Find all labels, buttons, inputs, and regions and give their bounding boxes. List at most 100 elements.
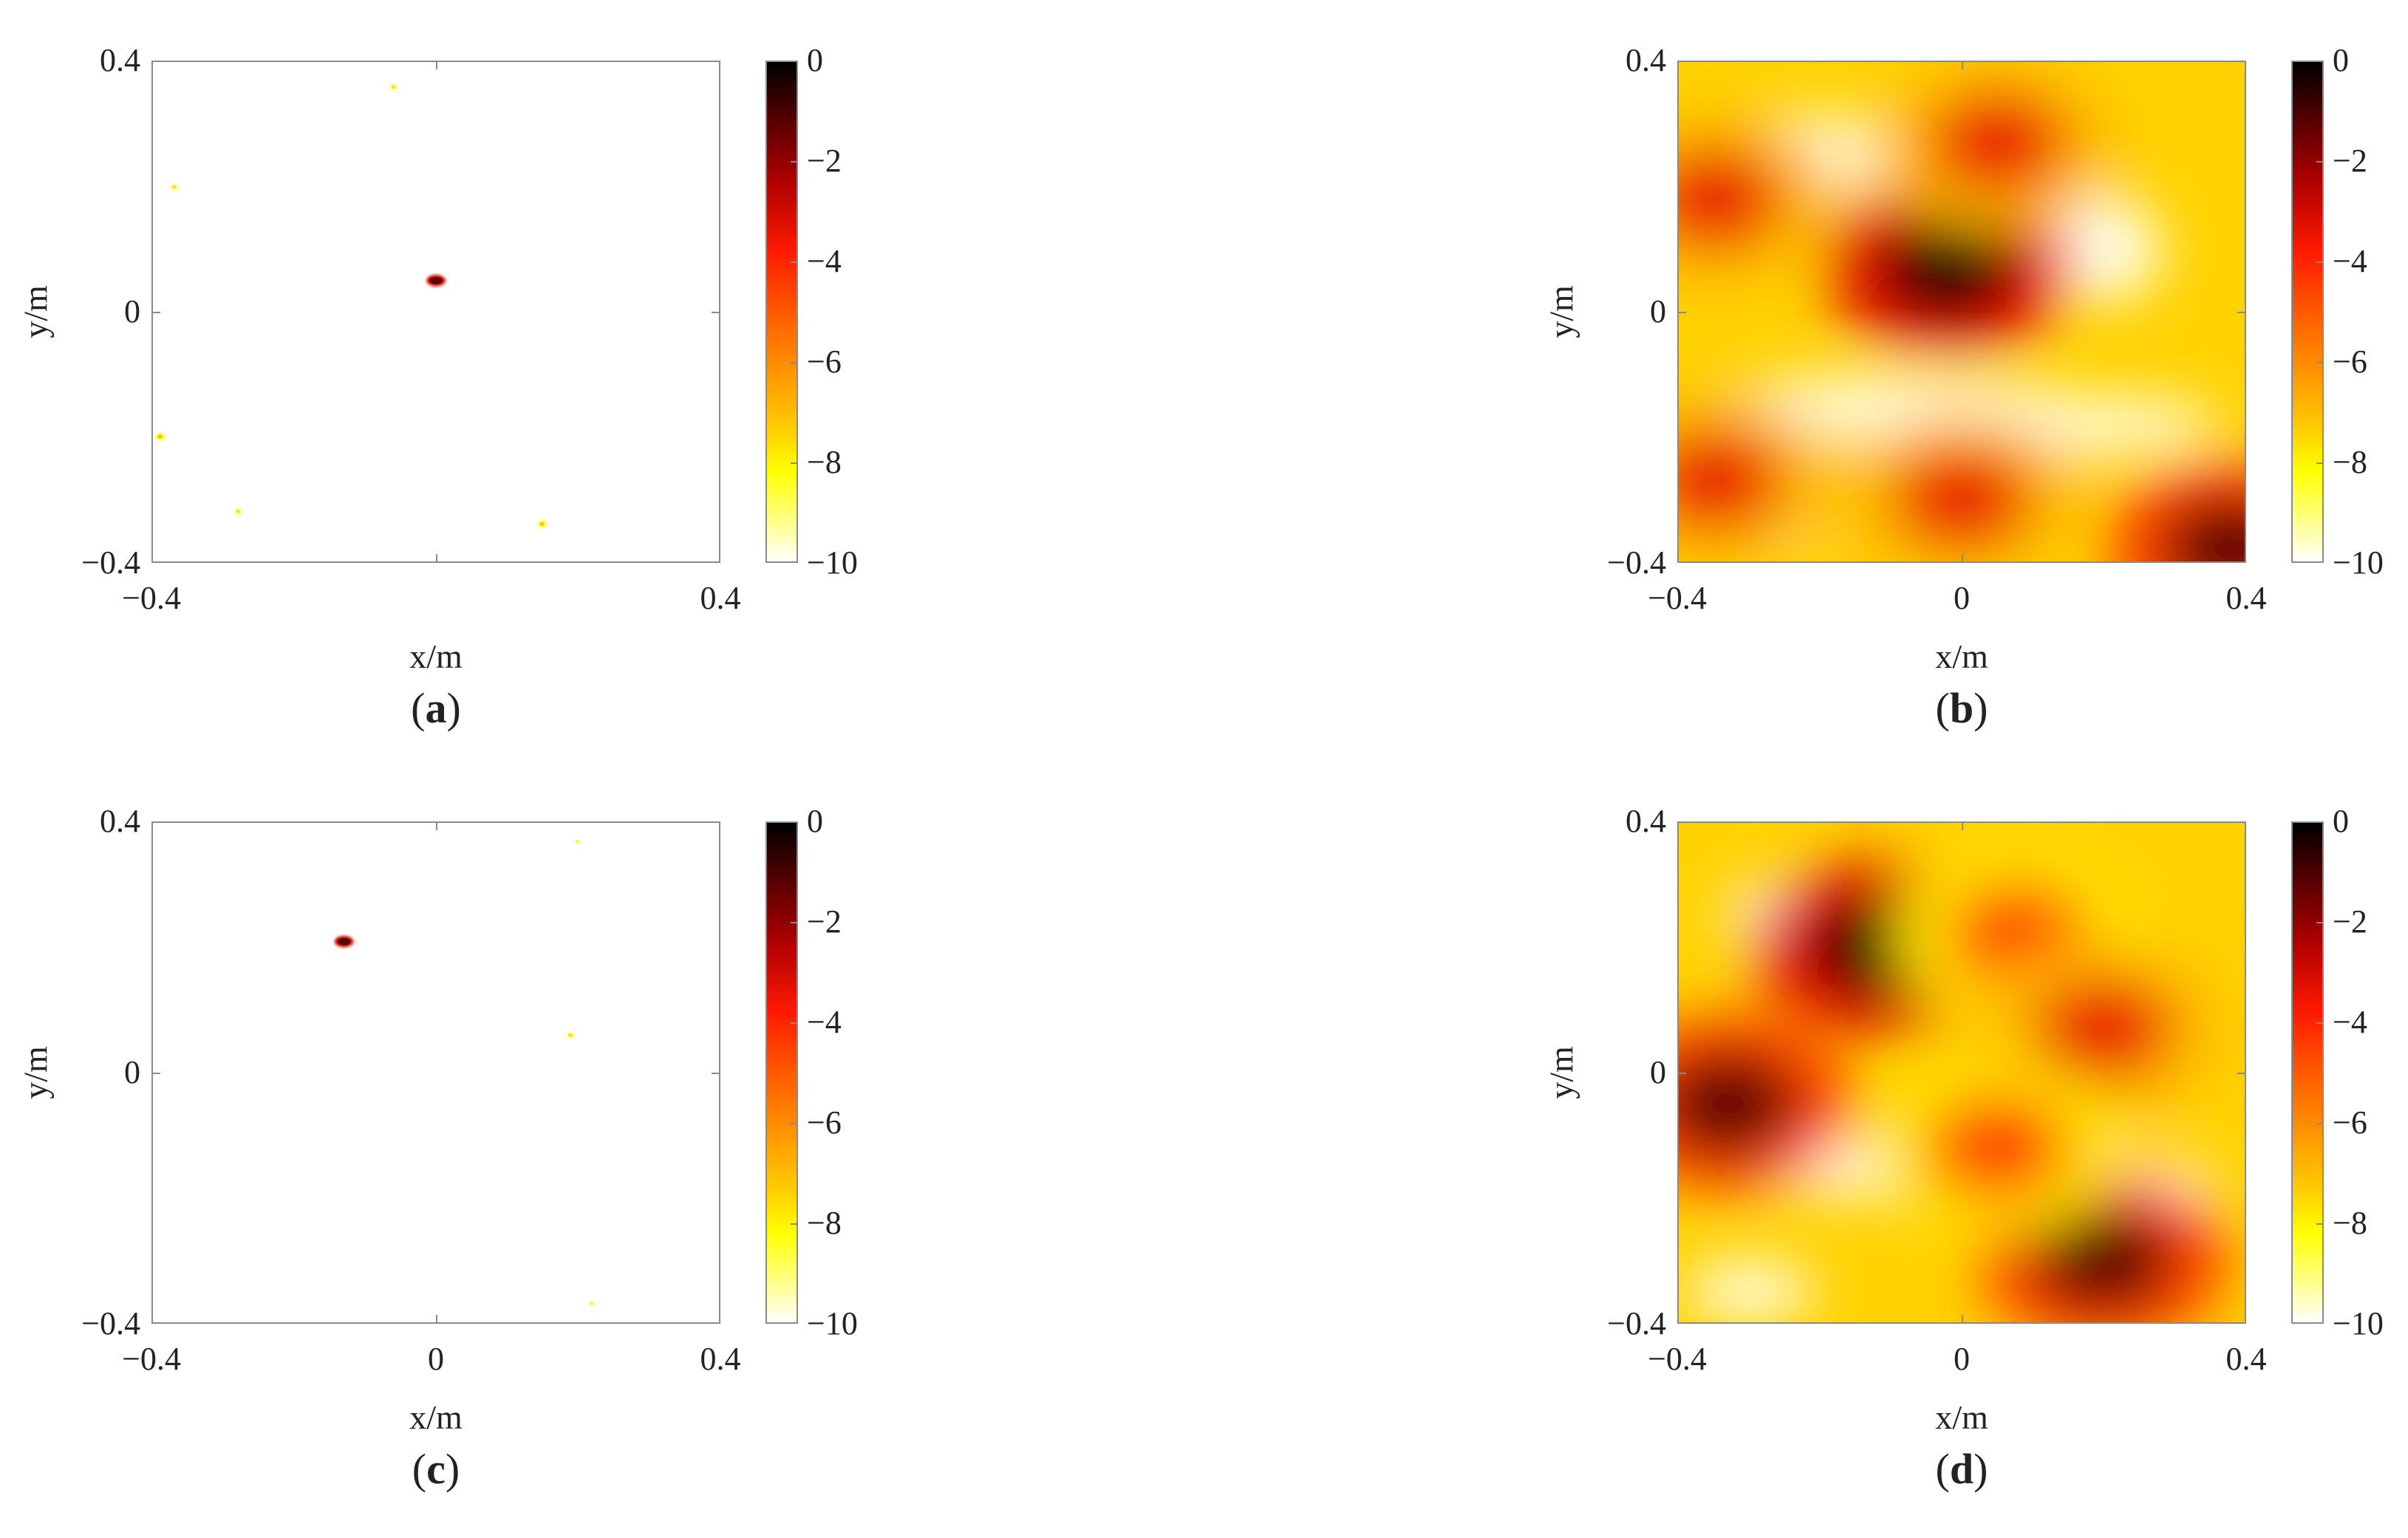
colorbar-tick-label: −4: [2333, 1004, 2367, 1040]
x-tick-label: −0.4: [1648, 1341, 1707, 1377]
colorbar-tick-mark: [2316, 161, 2324, 163]
y-tick-mark: [151, 1073, 160, 1074]
x-tick-label: 0.4: [2225, 580, 2267, 616]
heatmap-plot-area: [1677, 61, 2246, 563]
colorbar-tick-label: −4: [807, 1004, 842, 1040]
y-tick-mark: [1677, 312, 1686, 313]
colorbar-tick-label: −8: [807, 444, 842, 480]
colorbar-tick-label: 0: [2333, 803, 2349, 839]
x-tick-label: 0.4: [2225, 1341, 2267, 1377]
y-tick-mark: [1677, 1073, 1686, 1074]
x-tick-mark: [436, 1315, 437, 1324]
heatmap-svg: [1679, 62, 2245, 561]
field-peak-core: [1877, 216, 2018, 320]
colorbar-tick-label: −6: [807, 1104, 842, 1141]
colorbar-tick-label: −4: [2333, 243, 2367, 279]
field-layer: [1679, 847, 2228, 1322]
y-tick-label: −0.4: [1607, 544, 1666, 581]
peak-spot: [539, 522, 545, 526]
x-axis-label: x/m: [1935, 638, 1988, 675]
panel-c: −0.4 0 0.4 0.4 0 −0.4 x/m y/m 0 −2 −4 −6 −8 −10 (c): [0, 761, 1108, 1500]
colorbar: [765, 61, 798, 563]
y-axis-label: y/m: [1542, 1046, 1580, 1099]
colorbar-tick-label: −10: [807, 544, 858, 581]
y-tick-mark: [2237, 1073, 2246, 1074]
field-peak-core: [2033, 1208, 2174, 1312]
y-tick-label: 0.4: [100, 803, 140, 839]
field-layer: [1679, 62, 2245, 561]
colorbar-tick-label: −6: [2333, 1104, 2367, 1141]
x-tick-label: 0: [1954, 1341, 1970, 1377]
x-tick-mark: [1962, 61, 1963, 69]
peak-spot: [391, 85, 396, 89]
peak-spot: [575, 839, 580, 844]
y-tick-mark: [712, 312, 720, 313]
x-tick-mark: [436, 61, 437, 69]
peak-spot: [171, 185, 177, 189]
colorbar-tick-label: 0: [2333, 42, 2349, 78]
field-peak-core: [1679, 148, 1784, 251]
colorbar-tick-label: −8: [2333, 444, 2367, 480]
peak-spot: [429, 276, 443, 284]
panel-caption-letter: b: [1949, 684, 1974, 732]
heatmap-plot-area: [1677, 821, 2246, 1324]
field-peak-core: [1927, 92, 2067, 195]
heatmap-svg: [155, 83, 547, 528]
colorbar-tick-mark: [2316, 362, 2324, 363]
y-tick-label: −0.4: [81, 544, 140, 581]
x-axis-label: x/m: [1935, 1398, 1988, 1436]
y-tick-label: −0.4: [1607, 1305, 1666, 1342]
x-tick-label: 0: [1954, 580, 1970, 616]
x-axis-label: x/m: [409, 638, 463, 675]
y-tick-label: 0.4: [1626, 803, 1666, 839]
field-peak-core: [2160, 497, 2245, 561]
colorbar-tick-mark: [791, 161, 798, 163]
x-tick-mark: [436, 821, 437, 830]
colorbar-tick-mark: [791, 922, 798, 923]
field-low-region: [1683, 1261, 1816, 1321]
colorbar-tick-mark: [2316, 1223, 2324, 1225]
panel-caption: (d): [1935, 1445, 1988, 1493]
x-tick-label: −0.4: [122, 1341, 181, 1377]
field-peak-core: [1679, 428, 1784, 532]
y-axis-label: y/m: [16, 285, 55, 338]
panel-a: −0.4 0.4 0.4 0 −0.4 x/m y/m 0 −2 −4 −6 −8 −10 (a): [0, 0, 1108, 739]
y-tick-label: 0: [124, 1054, 140, 1090]
heatmap-plot-area: [151, 821, 720, 1324]
colorbar-tick-label: −2: [807, 143, 842, 179]
colorbar: [2291, 821, 2324, 1324]
x-tick-mark: [436, 554, 437, 563]
colorbar-tick-label: −6: [807, 344, 842, 380]
x-tick-label: −0.4: [1648, 580, 1707, 616]
field-peak-core: [1927, 1096, 2067, 1199]
colorbar-tick-mark: [791, 1123, 798, 1124]
y-tick-mark: [151, 312, 160, 313]
colorbar-tick-label: −6: [2333, 344, 2367, 380]
y-tick-mark: [712, 1073, 720, 1074]
x-tick-mark: [1962, 821, 1963, 830]
x-tick-label: −0.4: [122, 580, 181, 616]
x-tick-label: 0.4: [700, 580, 741, 616]
y-tick-label: 0: [124, 293, 140, 329]
peak-spot: [567, 1033, 573, 1037]
field-peak-core: [2033, 977, 2174, 1081]
y-axis-label: y/m: [1542, 285, 1580, 338]
panel-b: −0.4 0 0.4 0.4 0 −0.4 x/m y/m 0 −2 −4 −6 −8 −10 (b): [1526, 0, 2408, 739]
colorbar-tick-label: 0: [807, 42, 823, 78]
peak-spot: [589, 1302, 594, 1306]
panel-caption: (b): [1935, 684, 1988, 732]
peak-spot: [337, 937, 351, 946]
y-tick-label: 0.4: [100, 42, 140, 78]
colorbar-tick-mark: [2316, 922, 2324, 923]
colorbar-tick-mark: [791, 262, 798, 263]
field-peak-core: [1679, 1052, 1798, 1155]
panel-caption: (c): [412, 1445, 460, 1493]
panel-caption: (a): [411, 684, 461, 732]
y-tick-label: 0: [1650, 1054, 1666, 1090]
colorbar-tick-mark: [791, 1223, 798, 1225]
x-tick-label: 0.4: [700, 1341, 741, 1377]
colorbar-tick-mark: [2316, 262, 2324, 263]
colorbar: [765, 821, 798, 1324]
x-tick-mark: [1962, 554, 1963, 563]
heatmap-svg: [1679, 823, 2245, 1322]
